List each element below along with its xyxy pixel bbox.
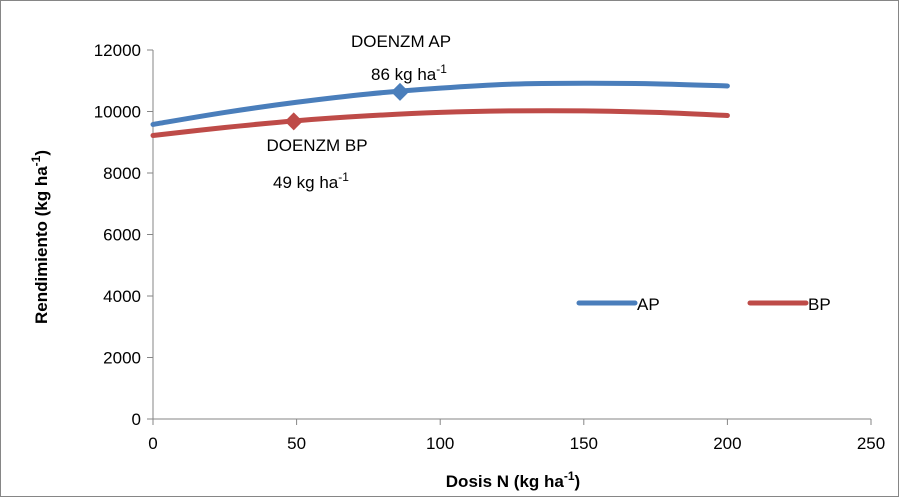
y-tick-label: 12000 bbox=[94, 41, 141, 60]
annotation-ap-value-sup: -1 bbox=[436, 62, 447, 76]
x-axis-title: Dosis N (kg ha-1) bbox=[446, 469, 580, 491]
marker-bp bbox=[284, 112, 303, 131]
x-tick-label: 200 bbox=[713, 434, 741, 453]
legend: AP BP bbox=[576, 295, 831, 314]
annotation-bp-value-sup: -1 bbox=[338, 170, 349, 184]
annotation-bp-value-text: 49 kg ha bbox=[273, 173, 339, 192]
legend-bp-label: BP bbox=[808, 295, 831, 314]
y-tick-label: 0 bbox=[132, 410, 141, 429]
annotation-ap-value: 86 kg ha-1 bbox=[371, 62, 447, 84]
marker-ap bbox=[390, 82, 409, 101]
annotation-bp-title: DOENZM BP bbox=[266, 136, 367, 155]
y-tick-label: 4000 bbox=[103, 287, 141, 306]
x-tick-label: 250 bbox=[857, 434, 885, 453]
x-axis-title-sup: -1 bbox=[564, 469, 575, 483]
y-axis-ticks: 0 2000 4000 6000 8000 10000 12000 bbox=[94, 41, 153, 429]
annotation-ap-value-text: 86 kg ha bbox=[371, 65, 437, 84]
x-tick-label: 150 bbox=[570, 434, 598, 453]
y-tick-label: 6000 bbox=[103, 226, 141, 245]
series-line-bp bbox=[150, 108, 730, 138]
y-tick-label: 10000 bbox=[94, 103, 141, 122]
y-axis-title: Rendimiento (kg ha-1) bbox=[29, 150, 51, 324]
annotation-bp-value: 49 kg ha-1 bbox=[273, 170, 349, 192]
y-axis-title-tail: ) bbox=[32, 150, 51, 156]
x-tick-label: 50 bbox=[287, 434, 306, 453]
x-axis-title-text: Dosis N (kg ha bbox=[446, 472, 565, 491]
series-markers bbox=[284, 82, 409, 131]
series-lines bbox=[150, 80, 730, 138]
annotation-ap-title: DOENZM AP bbox=[351, 32, 451, 51]
y-axis-title-sup: -1 bbox=[29, 155, 43, 166]
x-axis-title-tail: ) bbox=[575, 472, 581, 491]
x-axis-ticks: 0 50 100 150 200 250 bbox=[148, 419, 885, 453]
y-axis-title-text: Rendimiento (kg ha bbox=[32, 166, 51, 324]
x-tick-label: 100 bbox=[426, 434, 454, 453]
y-tick-label: 8000 bbox=[103, 164, 141, 183]
y-tick-label: 2000 bbox=[103, 349, 141, 368]
series-line-ap bbox=[150, 80, 730, 127]
x-tick-label: 0 bbox=[148, 434, 157, 453]
legend-ap-label: AP bbox=[637, 295, 660, 314]
